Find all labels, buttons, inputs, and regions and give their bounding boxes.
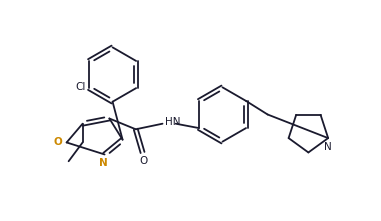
Text: N: N (99, 158, 108, 168)
Text: O: O (139, 156, 147, 166)
Text: Cl: Cl (75, 82, 86, 92)
Text: HN: HN (165, 117, 180, 127)
Text: O: O (54, 137, 62, 147)
Text: N: N (324, 142, 332, 152)
